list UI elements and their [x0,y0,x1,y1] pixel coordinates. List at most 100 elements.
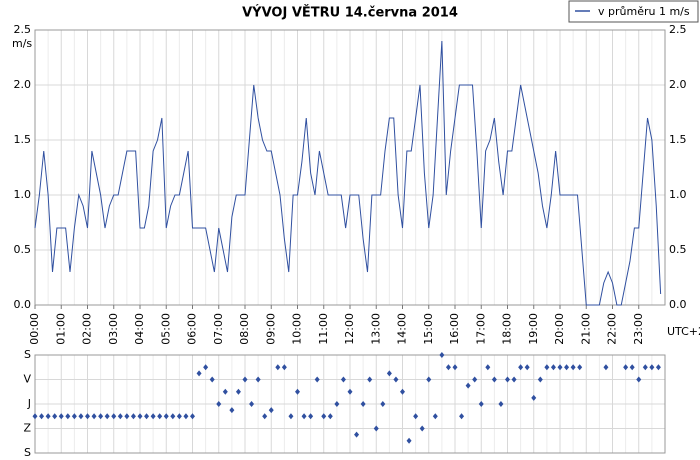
direction-point [340,376,346,383]
direction-point [314,376,320,383]
direction-point [623,364,629,371]
direction-point [150,413,156,420]
x-tick-label: 04:00 [133,313,146,345]
direction-point [445,364,451,371]
x-tick-label: 11:00 [317,313,330,345]
legend-label: v průměru 1 m/s [598,5,690,18]
direction-point [518,364,524,371]
direction-point [649,364,655,371]
x-tick-label: 08:00 [238,313,251,345]
x-tick-label: 01:00 [54,313,67,345]
x-tick-label: 06:00 [186,313,199,345]
direction-point [222,388,228,395]
direction-point [235,388,241,395]
direction-point [478,401,484,407]
x-tick-label: 00:00 [28,313,41,345]
y-tick-label: S [24,446,31,459]
direction-point [216,401,222,407]
direction-point [137,413,143,420]
direction-point [52,413,58,420]
x-tick-label: 09:00 [264,313,277,345]
x-tick-label: 03:00 [107,313,120,345]
y-tick-label: 2.0 [14,78,32,91]
y-axis-label: m/s [12,37,32,50]
x-axis-label: UTC+2 [667,325,700,338]
x-tick-label: 10:00 [291,313,304,345]
x-tick-label: 07:00 [212,313,225,345]
direction-point [190,413,195,420]
direction-point [373,425,379,432]
direction-point [39,413,45,420]
x-tick-label: 18:00 [501,313,514,345]
direction-point [393,376,399,383]
direction-point [347,388,353,395]
direction-point [196,370,202,377]
y-tick-label: 0.5 [14,243,32,256]
y-tick-label: 1.5 [14,133,32,146]
legend-box [568,0,699,23]
direction-point [124,413,130,420]
direction-point [111,413,117,420]
direction-point [321,413,327,420]
direction-point [163,413,169,420]
direction-point [544,364,550,371]
direction-point [564,364,570,371]
y-tick-label-right: 2.0 [669,78,687,91]
direction-point [570,364,576,371]
direction-point [295,388,300,395]
direction-point [104,413,110,420]
y-tick-label-right: 2.5 [669,23,687,36]
direction-point [426,376,432,383]
x-tick-label: 16:00 [448,313,461,345]
direction-point [170,413,176,420]
direction-point [98,413,104,420]
x-tick-label: 23:00 [632,313,645,345]
direction-point [45,413,51,420]
direction-point [117,413,123,420]
direction-point [354,431,360,438]
direction-point [511,376,517,383]
y-tick-label: 2.5 [14,23,32,36]
direction-point [281,364,287,371]
direction-point [629,364,635,371]
direction-point [249,401,255,407]
direction-point [58,413,64,420]
direction-point [360,401,366,407]
direction-point [65,413,71,420]
direction-point [144,413,150,420]
plot-frame [34,354,666,454]
direction-point [71,413,77,420]
direction-point [419,425,425,432]
direction-point [255,376,261,383]
y-tick-label: 0.0 [14,298,32,311]
wind-line [34,40,662,306]
x-tick-label: 02:00 [81,313,94,345]
x-tick-label: 13:00 [369,313,382,345]
x-tick-label: 20:00 [553,313,566,345]
direction-point [367,376,373,383]
direction-point [288,413,294,420]
y-tick-label-right: 1.0 [669,188,687,201]
direction-point [603,364,609,371]
direction-point [577,364,583,371]
direction-point [203,364,209,371]
direction-point [505,376,510,383]
y-tick-label: Z [23,422,31,435]
direction-point [308,413,314,420]
direction-point [557,364,563,371]
direction-point [636,376,642,383]
direction-point [327,413,333,420]
direction-point [491,376,497,383]
direction-point [130,413,136,420]
y-tick-label: 1.0 [14,188,32,201]
direction-point [413,413,419,420]
direction-point [498,401,504,407]
direction-point [537,376,543,383]
direction-point [209,376,215,383]
y-tick-label: J [27,397,31,410]
y-tick-label-right: 1.5 [669,133,687,146]
x-tick-label: 12:00 [343,313,356,345]
y-tick-label: S [24,348,31,361]
direction-point [242,376,248,383]
direction-point [524,364,530,371]
